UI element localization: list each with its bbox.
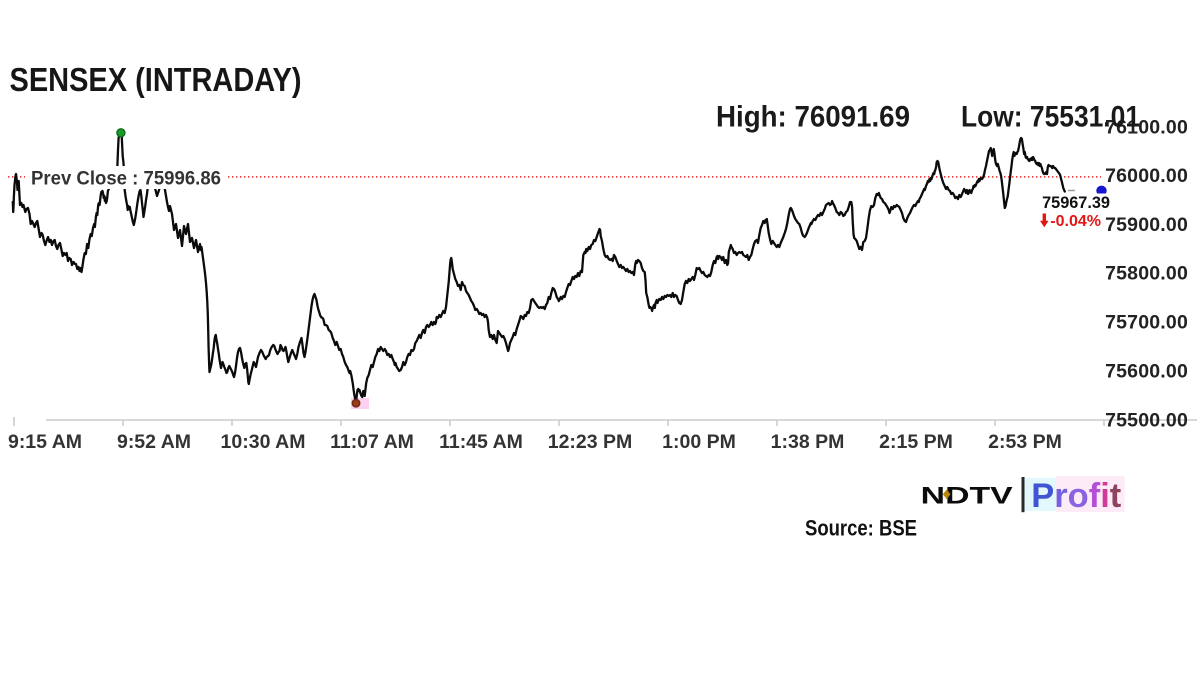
svg-text:SENSEX (INTRADAY): SENSEX (INTRADAY) [10, 61, 302, 98]
svg-text:-0.04%: -0.04% [1050, 213, 1101, 230]
svg-text:Source: BSE: Source: BSE [805, 516, 917, 541]
svg-text:1:00 PM: 1:00 PM [662, 431, 736, 453]
svg-text:76000.00: 76000.00 [1105, 165, 1188, 187]
svg-text:75800.00: 75800.00 [1105, 263, 1188, 285]
svg-text:Prev Close : 75996.86: Prev Close : 75996.86 [31, 169, 221, 190]
svg-text:75600.00: 75600.00 [1105, 361, 1188, 383]
svg-text:10:30 AM: 10:30 AM [221, 431, 306, 453]
svg-text:Low: 75531.01: Low: 75531.01 [961, 101, 1140, 134]
svg-text:High: 76091.69: High: 76091.69 [716, 101, 910, 134]
svg-text:Profit: Profit [1031, 477, 1121, 515]
svg-text:12:23 PM: 12:23 PM [548, 431, 633, 453]
svg-text:75900.00: 75900.00 [1105, 214, 1188, 236]
svg-text:2:53 PM: 2:53 PM [988, 431, 1062, 453]
svg-text:NDTV: NDTV [921, 482, 1013, 509]
svg-text:11:07 AM: 11:07 AM [330, 431, 414, 453]
svg-text:2:15 PM: 2:15 PM [879, 431, 953, 453]
svg-text:9:15 AM: 9:15 AM [8, 431, 82, 453]
svg-text:11:45 AM: 11:45 AM [439, 431, 523, 453]
svg-text:9:52 AM: 9:52 AM [117, 431, 191, 453]
svg-text:75500.00: 75500.00 [1105, 409, 1188, 431]
svg-text:75967.39: 75967.39 [1042, 194, 1110, 212]
svg-text:76100.00: 76100.00 [1105, 117, 1188, 139]
svg-text:1:38 PM: 1:38 PM [771, 431, 845, 453]
svg-text:75700.00: 75700.00 [1105, 312, 1188, 334]
